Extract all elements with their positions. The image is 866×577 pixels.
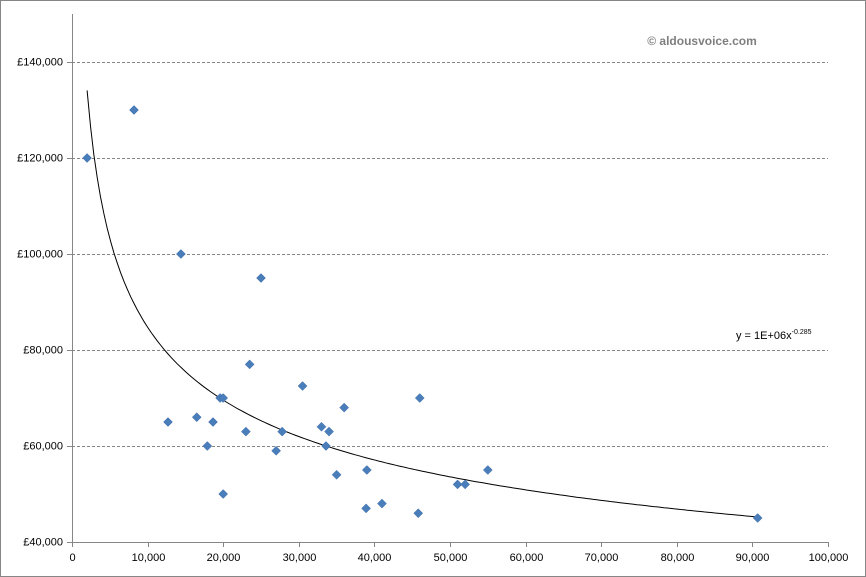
data-point (82, 153, 92, 163)
y-tick-label: £60,000 (23, 440, 63, 452)
x-tick-label: 100,000 (809, 552, 849, 564)
x-tick-label: 50,000 (434, 552, 468, 564)
data-point (452, 479, 463, 490)
data-point (377, 498, 387, 509)
data-point (256, 273, 266, 283)
x-tick-label: 10,000 (132, 552, 166, 564)
data-point (218, 489, 229, 499)
data-point (191, 412, 202, 423)
data-point (482, 465, 493, 475)
data-point (414, 393, 425, 403)
data-point (202, 441, 213, 451)
y-tick-label: £80,000 (23, 344, 63, 356)
data-point (361, 503, 371, 514)
data-point (129, 105, 139, 115)
data-point (460, 479, 470, 490)
trendline-label: y = 1E+06x-0.285 (736, 329, 812, 342)
data-point (413, 508, 424, 519)
data-point (218, 393, 229, 403)
x-tick-label: 0 (69, 552, 75, 564)
data-point (176, 249, 186, 259)
x-tick-label: 70,000 (585, 552, 619, 564)
data-point (324, 426, 334, 437)
y-tick-label: £140,000 (17, 56, 63, 68)
trendline-equation: y = 1E+06x (736, 330, 792, 342)
y-tick-label: £40,000 (23, 536, 63, 548)
trendline (86, 90, 758, 518)
data-point (241, 426, 251, 437)
y-tick-label: £120,000 (17, 152, 63, 164)
data-point (244, 359, 255, 370)
data-point (361, 465, 372, 475)
watermark: © aldousvoice.com (647, 34, 757, 48)
data-point (271, 445, 281, 456)
data-point (277, 426, 288, 437)
data-point (316, 421, 327, 432)
trendline-exponent: -0.285 (792, 329, 812, 336)
y-tick-label: £100,000 (17, 248, 63, 260)
data-point (321, 441, 331, 451)
x-tick-label: 20,000 (207, 552, 241, 564)
x-tick-label: 90,000 (736, 552, 770, 564)
x-tick-label: 80,000 (661, 552, 695, 564)
data-point (331, 469, 342, 480)
x-tick-label: 40,000 (358, 552, 392, 564)
x-tick-label: 30,000 (283, 552, 317, 564)
data-point (297, 381, 308, 391)
data-point (163, 417, 173, 427)
data-point (752, 513, 763, 523)
x-tick-label: 60,000 (510, 552, 544, 564)
data-point (208, 417, 218, 427)
data-point (339, 402, 350, 413)
